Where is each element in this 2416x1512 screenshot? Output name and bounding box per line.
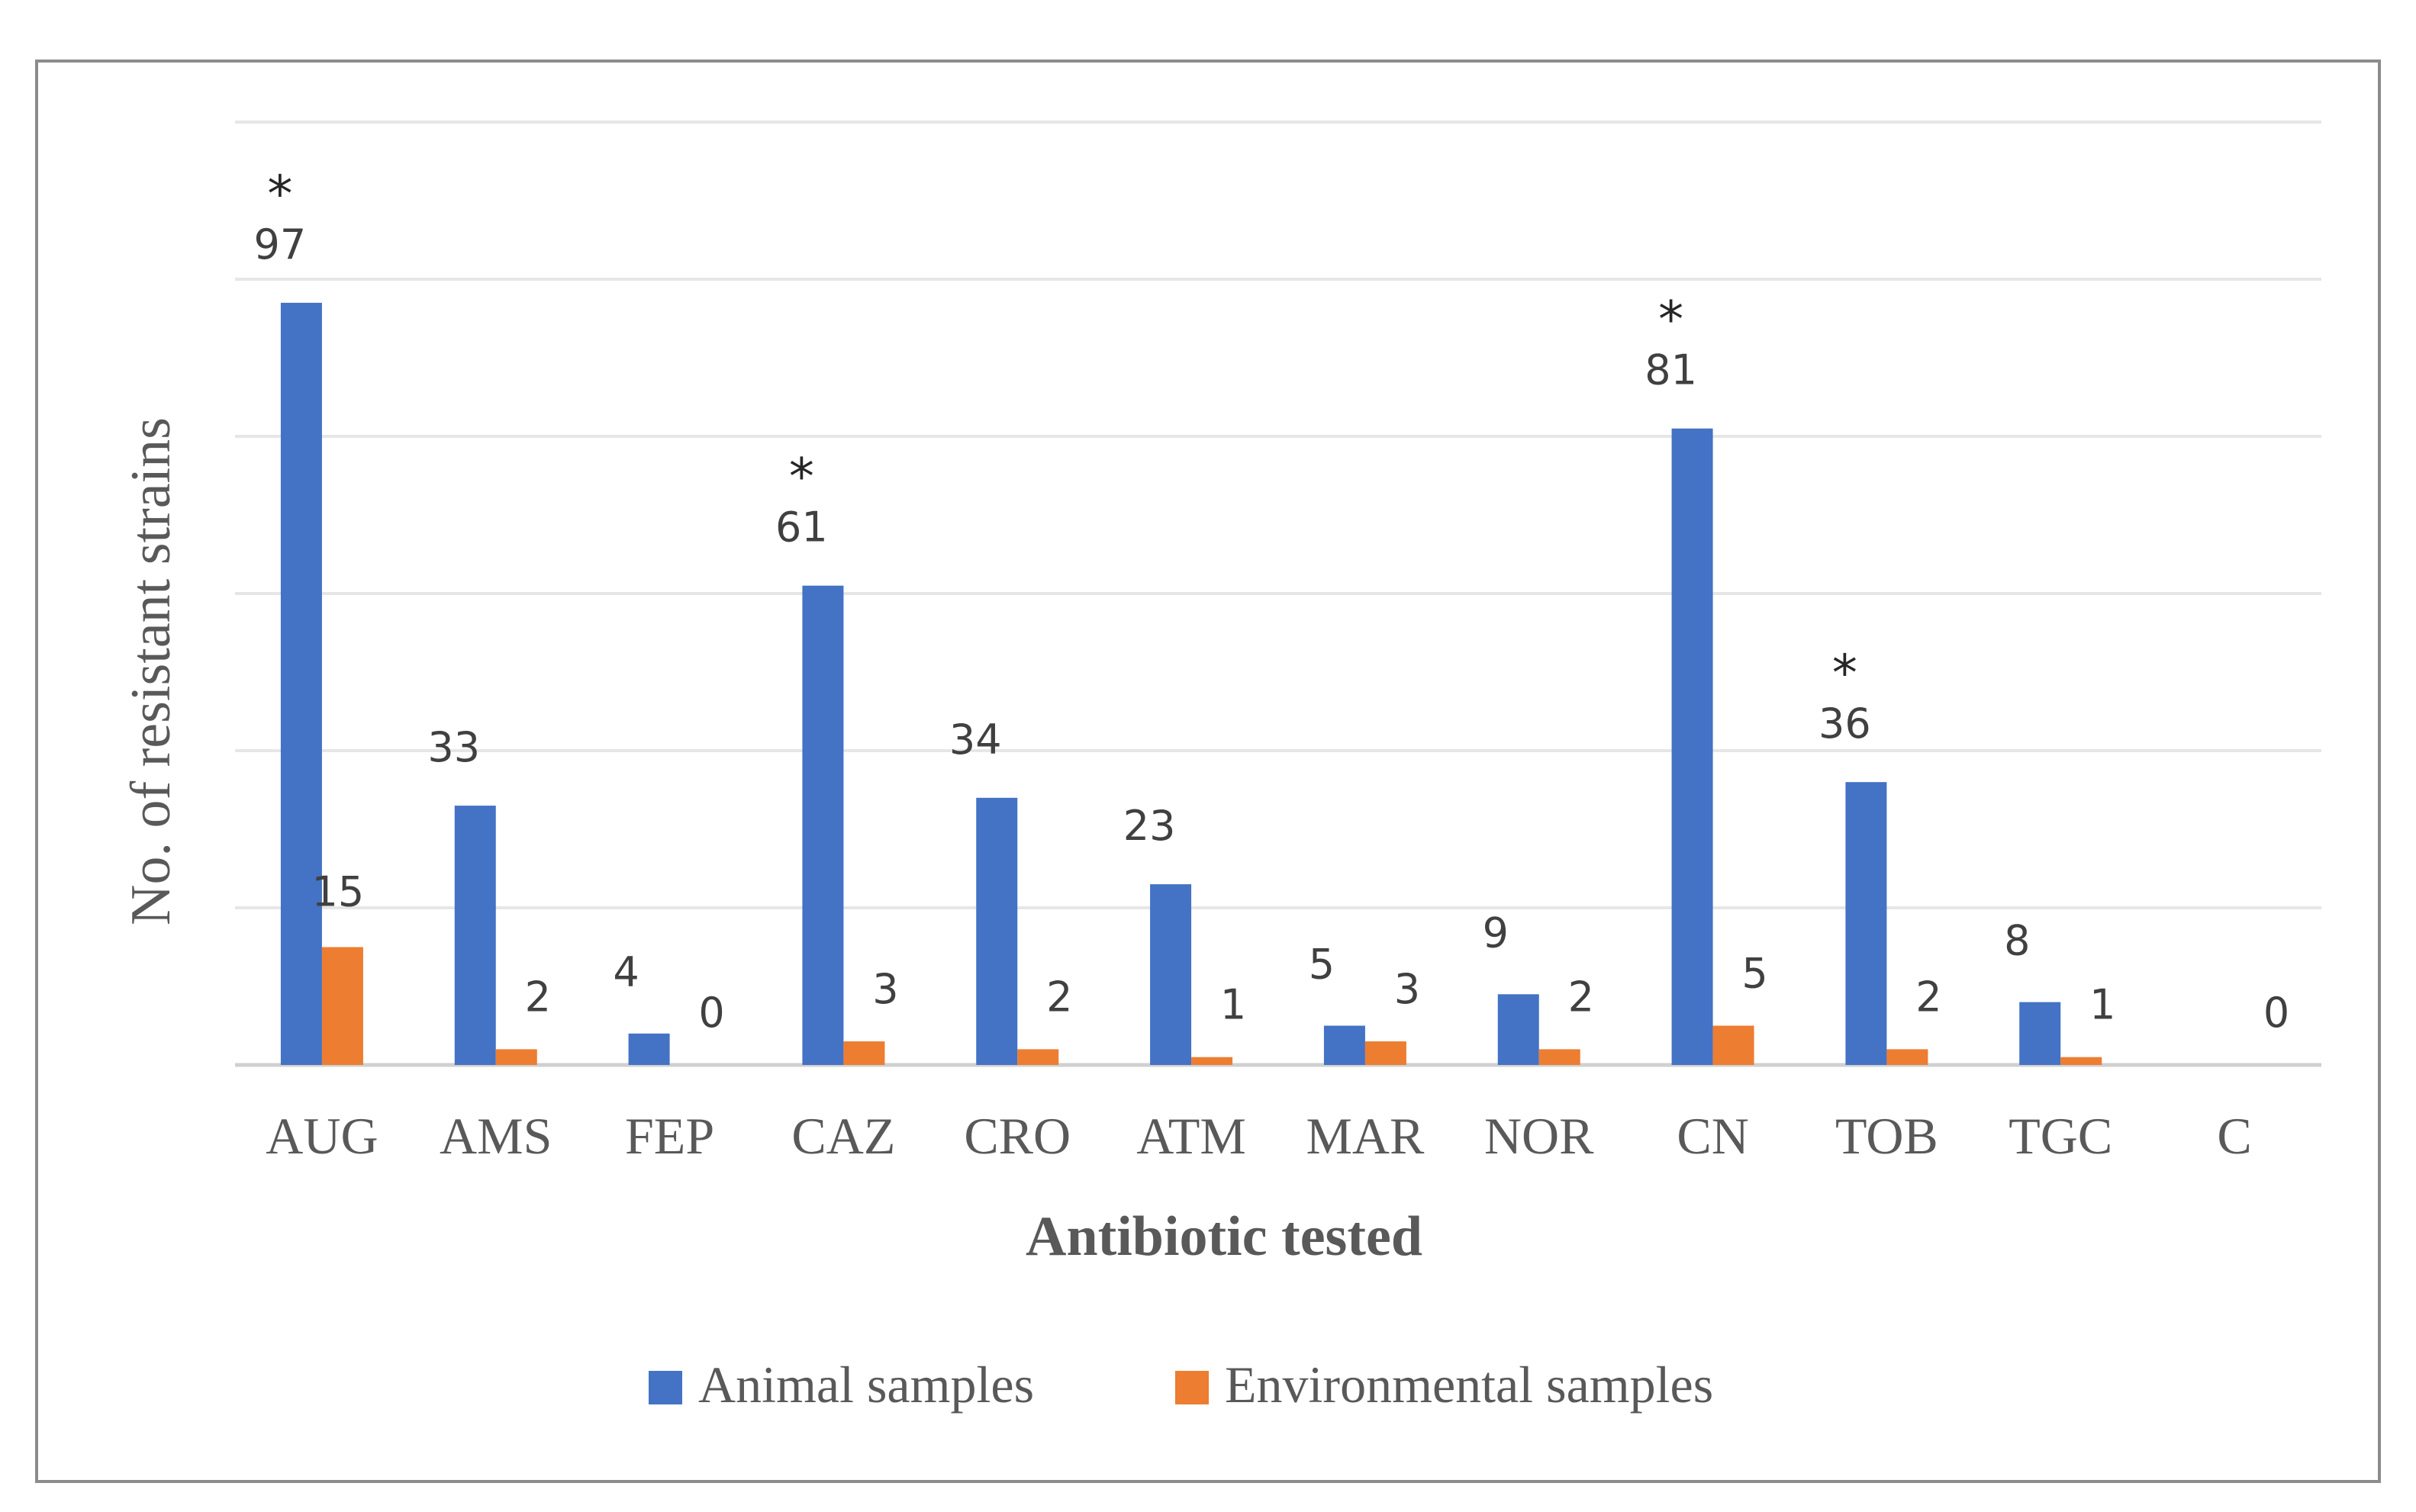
significance-marker-caz: * [789, 448, 814, 507]
data-label-environmental-tob: 2 [1915, 973, 1941, 1021]
bar-environmental-aug [321, 947, 363, 1065]
bar-animal-cro [976, 797, 1018, 1065]
data-label-animal-cn: 81 [1644, 346, 1697, 394]
data-label-environmental-atm: 1 [1220, 981, 1246, 1029]
category-label-atm: ATM [1136, 1107, 1246, 1165]
bar-environmental-cro [1017, 1049, 1059, 1065]
data-label-environmental-mar: 3 [1394, 965, 1420, 1013]
bar-environmental-tob [1886, 1049, 1928, 1065]
data-label-animal-cro: 34 [949, 716, 1002, 764]
bar-animal-nor [1497, 994, 1539, 1065]
y-axis-title: No. of resistant strains [120, 417, 182, 925]
data-label-animal-fep: 4 [613, 948, 639, 996]
category-label-ams: AMS [440, 1107, 552, 1165]
data-label-environmental-ams: 2 [525, 973, 551, 1021]
data-label-animal-mar: 5 [1309, 941, 1335, 989]
bar-animal-caz [802, 585, 844, 1065]
bar-environmental-mar [1364, 1041, 1406, 1065]
category-label-tgc: TGC [2009, 1107, 2112, 1165]
gridlines [235, 121, 2321, 1067]
significance-marker-cn: * [1658, 291, 1683, 349]
data-label-environmental-nor: 2 [1568, 973, 1594, 1021]
data-label-animal-ams: 33 [427, 723, 480, 771]
category-label-cro: CRO [964, 1107, 1071, 1165]
bar-animal-fep [628, 1033, 670, 1065]
data-label-environmental-tgc: 1 [2089, 981, 2115, 1029]
category-labels: AUG AMS FEP CAZ CRO ATM MAR NOR CN TOB TGC C [266, 1107, 2252, 1165]
x-axis-title: Antibiotic tested [1026, 1205, 1422, 1268]
data-label-environmental-fep: 0 [698, 989, 724, 1037]
bar-animal-atm [1150, 884, 1192, 1065]
legend-label-environmental: Environmental samples [1225, 1356, 1713, 1414]
data-label-animal-aug: 97 [254, 220, 307, 269]
category-label-fep: FEP [625, 1107, 714, 1165]
data-label-environmental-cro: 2 [1046, 973, 1072, 1021]
bar-environmental-atm [1191, 1057, 1233, 1065]
data-label-environmental-cn: 5 [1741, 950, 1767, 998]
data-label-animal-tob: 36 [1818, 700, 1871, 748]
legend-label-animal: Animal samples [698, 1356, 1034, 1414]
data-label-animal-atm: 23 [1123, 802, 1176, 850]
legend-swatch-environmental [1175, 1371, 1209, 1404]
category-label-nor: NOR [1484, 1107, 1594, 1165]
data-label-environmental-aug: 15 [312, 868, 365, 916]
data-label-animal-caz: 61 [775, 503, 828, 552]
bar-environmental-caz [843, 1041, 885, 1065]
bar-environmental-ams [495, 1049, 537, 1065]
category-label-caz: CAZ [791, 1107, 895, 1165]
bar-animal-tgc [2019, 1002, 2061, 1065]
chart-frame [35, 60, 2381, 1483]
bar-environmental-nor [1538, 1049, 1580, 1065]
category-label-mar: MAR [1306, 1107, 1425, 1165]
data-label-animal-tgc: 8 [2004, 917, 2030, 965]
data-label-environmental-c: 0 [2263, 989, 2289, 1037]
category-label-cn: CN [1677, 1107, 1748, 1165]
category-label-aug: AUG [266, 1107, 378, 1165]
significance-marker-tob: * [1832, 644, 1857, 703]
data-label-animal-nor: 9 [1483, 909, 1509, 957]
significance-marker-aug: * [267, 165, 292, 224]
bar-animal-aug [280, 302, 322, 1065]
category-label-tob: TOB [1835, 1107, 1938, 1165]
bar-environmental-cn [1712, 1025, 1754, 1065]
data-label-environmental-caz: 3 [872, 965, 898, 1013]
bar-animal-mar [1323, 1025, 1365, 1065]
legend-swatch-animal [649, 1371, 682, 1404]
bar-animal-cn [1671, 428, 1713, 1065]
bar-animal-ams [454, 806, 496, 1065]
bars [280, 302, 2102, 1065]
bar-environmental-tgc [2060, 1057, 2102, 1065]
legend: Animal samples Environmental samples [649, 1356, 1713, 1414]
category-label-c: C [2217, 1107, 2251, 1165]
bar-animal-tob [1845, 782, 1887, 1065]
